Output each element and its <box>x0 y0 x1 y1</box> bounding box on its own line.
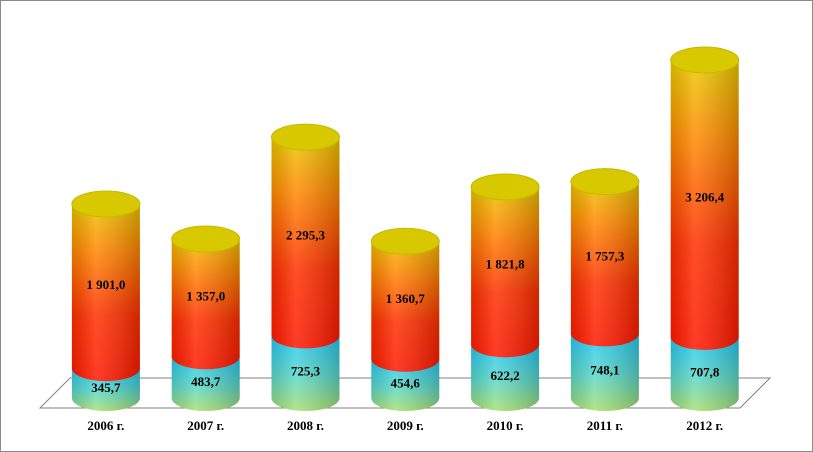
cylinder-shade <box>271 124 340 349</box>
cylinder-cap <box>271 123 340 151</box>
cylinder-cap <box>71 190 141 218</box>
cylinder-shade <box>171 356 240 411</box>
x-tick-label: 2010 г. <box>487 418 524 433</box>
cylinder-cap <box>171 225 241 253</box>
value-label: 1 757,3 <box>585 249 625 264</box>
value-label: 748,1 <box>590 363 619 378</box>
value-label: 1 901,0 <box>86 277 125 292</box>
x-tick-label: 2008 г. <box>287 418 324 433</box>
value-label: 725,3 <box>291 364 321 379</box>
value-label: 707,8 <box>690 364 720 379</box>
value-label: 3 206,4 <box>685 189 725 204</box>
cylinder-shade <box>670 336 739 411</box>
x-tick-label: 2009 г. <box>387 418 424 433</box>
cylinder-cap <box>570 168 640 196</box>
plot: 2006 г. 345,7 1 901,0 2007 г. 483,7 1 357,0 20… <box>71 46 740 433</box>
cylinder-shade <box>371 358 440 411</box>
cylinder-cap <box>670 46 740 74</box>
x-tick-label: 2007 г. <box>187 418 224 433</box>
value-label: 1 357,0 <box>186 289 225 304</box>
cylinder-shade <box>271 335 340 411</box>
x-tick-label: 2011 г. <box>587 418 623 433</box>
value-label: 454,6 <box>391 375 421 390</box>
cylinder-cap <box>370 227 440 255</box>
cylinder-shade <box>471 344 540 411</box>
x-tick-label: 2006 г. <box>87 418 124 433</box>
value-label: 2 295,3 <box>286 227 326 242</box>
value-label: 1 360,7 <box>386 291 426 306</box>
cylinder-shade <box>670 47 739 350</box>
cylinder-shade <box>371 228 440 372</box>
value-label: 345,7 <box>91 380 121 395</box>
value-label: 483,7 <box>191 374 221 389</box>
value-label: 622,2 <box>490 368 519 383</box>
cylinder-shade <box>471 173 540 358</box>
cylinder-shade <box>570 168 639 347</box>
x-tick-label: 2012 г. <box>686 418 723 433</box>
value-label: 1 821,8 <box>486 257 526 272</box>
cylinder-shade <box>171 226 240 370</box>
cylinder-shade <box>71 191 140 382</box>
cylinder-cap <box>470 173 540 201</box>
cylinder-shade <box>570 333 639 411</box>
